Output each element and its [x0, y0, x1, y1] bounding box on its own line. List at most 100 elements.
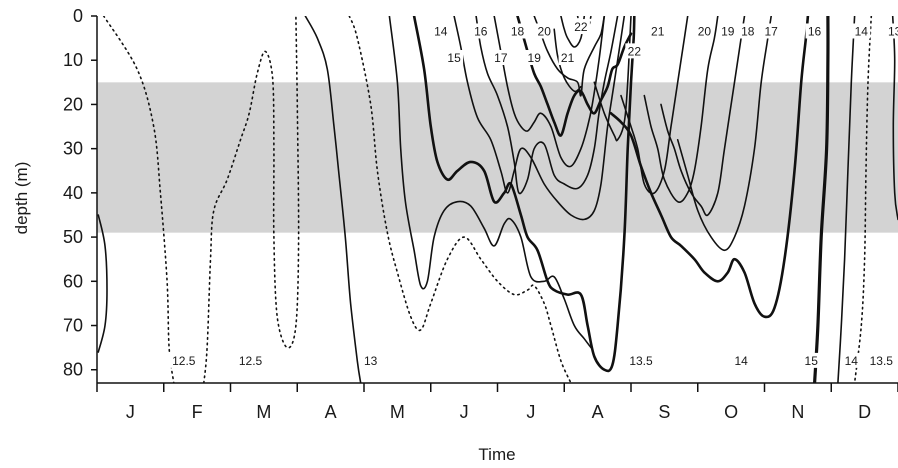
contour-label-bg — [167, 352, 200, 368]
x-tick-label: F — [192, 402, 203, 422]
contour-line-8 — [475, 16, 619, 195]
x-tick-label: N — [791, 402, 804, 422]
contour-label: 19 — [528, 51, 542, 65]
y-tick-label: 40 — [63, 183, 83, 203]
contour-line-7 — [453, 16, 626, 221]
contour-label: 15 — [805, 354, 819, 368]
contour-label: 18 — [741, 24, 755, 38]
contour-line-12 — [560, 16, 586, 48]
contour-line-20 — [609, 16, 810, 319]
contour-label-bg — [695, 23, 714, 39]
contour-line-16 — [620, 16, 689, 195]
contour-label-bg — [802, 352, 821, 368]
dotted-contour-line-1 — [102, 16, 175, 383]
contour-label: 18 — [511, 24, 525, 38]
contour-line-0 — [97, 214, 108, 353]
contour-label-bg — [842, 352, 861, 368]
contour-label-bg — [762, 23, 781, 39]
contour-label-bg — [625, 352, 658, 368]
contour-label: 15 — [447, 51, 461, 65]
x-tick-label: J — [126, 402, 135, 422]
contour-label-bg — [852, 23, 871, 39]
contour-label-bg — [865, 352, 898, 368]
contour-label-bg — [571, 19, 590, 35]
y-tick-label: 50 — [63, 227, 83, 247]
contour-label: 16 — [808, 24, 822, 38]
contour-label: 14 — [855, 24, 869, 38]
x-tick-label: D — [858, 402, 871, 422]
x-tick-label: S — [658, 402, 670, 422]
contour-line-21 — [813, 16, 830, 383]
contour-label: 14 — [734, 354, 748, 368]
contour-label-bg — [805, 23, 824, 39]
y-tick-label: 20 — [63, 94, 83, 114]
contour-label-bg — [558, 50, 577, 66]
contour-layer — [97, 16, 898, 383]
y-tick-label: 70 — [63, 316, 83, 336]
y-axis-title: depth (m) — [12, 162, 31, 235]
contour-line-3 — [304, 16, 362, 383]
contour-line-18 — [660, 16, 746, 217]
contour-label: 13.5 — [870, 354, 894, 368]
contour-label: 21 — [561, 51, 575, 65]
x-tick-label: O — [724, 402, 738, 422]
y-tick-label: 60 — [63, 271, 83, 291]
x-tick-label: M — [390, 402, 405, 422]
contour-label-bg — [491, 50, 510, 66]
contour-label: 13.5 — [629, 354, 653, 368]
y-tick-label: 80 — [63, 360, 83, 380]
x-tick-label: M — [256, 402, 271, 422]
contour-label: 22 — [574, 20, 588, 34]
contour-label: 22 — [628, 44, 642, 58]
y-tick-label: 30 — [63, 139, 83, 159]
contour-label: 13 — [888, 24, 898, 38]
contour-label: 21 — [651, 24, 665, 38]
contour-line-22 — [837, 16, 856, 383]
contour-label: 17 — [494, 51, 508, 65]
contour-label-bg — [525, 50, 544, 66]
contour-label: 16 — [474, 24, 488, 38]
contour-line-9 — [493, 16, 606, 168]
contour-line-17 — [643, 16, 719, 203]
contour-label-bg — [508, 23, 527, 39]
contour-label-bg — [535, 23, 554, 39]
contour-label: 13 — [364, 354, 378, 368]
contour-label: 12.5 — [239, 354, 263, 368]
dotted-contour-line-23 — [853, 16, 873, 383]
contour-line-11 — [533, 16, 606, 97]
contour-label: 20 — [538, 24, 552, 38]
x-tick-label: J — [526, 402, 535, 422]
contour-label: 17 — [764, 24, 778, 38]
contour-label-bg — [625, 43, 644, 59]
contour-line-6 — [412, 16, 636, 373]
contour-label-bg — [234, 352, 267, 368]
contour-label: 14 — [434, 24, 448, 38]
axes: 0 10 20 30 40 50 60 70 80 J F M A M J J A S O N D — [63, 6, 898, 422]
contour-line-19 — [676, 16, 772, 252]
x-axis-title: Time — [478, 445, 515, 464]
dotted-contour-line-2 — [203, 16, 300, 383]
contour-line-24 — [891, 16, 898, 221]
contour-line-10 — [516, 16, 633, 137]
contour-label-bg — [718, 23, 737, 39]
contour-label-bg — [732, 352, 751, 368]
contour-label: 19 — [721, 24, 735, 38]
x-tick-label: A — [592, 402, 604, 422]
contour-label-bg — [361, 352, 380, 368]
y-tick-label: 0 — [73, 6, 83, 26]
contour-label-bg — [445, 50, 464, 66]
contour-label: 20 — [698, 24, 712, 38]
x-tick-label: J — [460, 402, 469, 422]
contour-label-bg — [648, 23, 667, 39]
contour-line-13 — [553, 28, 582, 93]
x-tick-label: A — [325, 402, 337, 422]
contour-label-layer: 12.5 12.5 13 13.5 14 15 14 13.51415161718192021… — [167, 19, 898, 368]
contour-label-bg — [885, 23, 898, 39]
contour-label-bg — [738, 23, 757, 39]
contour-line-15 — [593, 16, 632, 142]
contour-line-5 — [388, 16, 592, 349]
y-tick-label: 10 — [63, 50, 83, 70]
contour-label-bg — [471, 23, 490, 39]
contour-label: 12.5 — [172, 354, 196, 368]
